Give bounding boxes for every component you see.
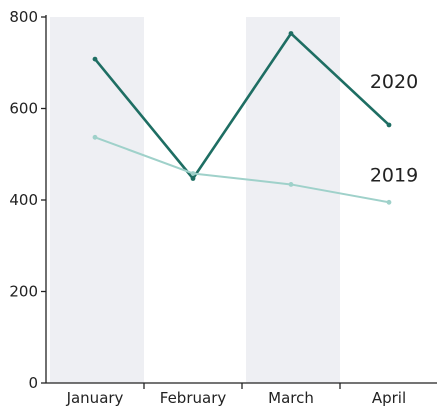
series-label-2020: 2020: [370, 71, 418, 93]
y-tick-label: 200: [9, 283, 38, 301]
y-tick-label: 800: [9, 8, 38, 26]
x-axis-ticks: January February March April: [66, 383, 406, 407]
data-point-2019: [386, 199, 392, 205]
data-point-2020: [92, 56, 98, 62]
y-tick-label: 400: [9, 191, 38, 209]
series-labels: 2020 2019: [370, 71, 418, 186]
y-tick-label: 0: [28, 374, 38, 392]
data-point-2020: [386, 122, 392, 128]
data-point-2020: [288, 31, 294, 36]
data-point-2019: [190, 171, 196, 176]
y-axis-ticks: 0 200 400 600 800: [9, 8, 46, 392]
series-group: [92, 31, 392, 205]
band-january: [50, 17, 144, 383]
series-label-2019: 2019: [370, 164, 418, 186]
series-line-2019: [94, 136, 390, 204]
data-point-2020: [190, 176, 196, 181]
data-point-2019: [92, 134, 98, 140]
data-point-2019: [288, 182, 294, 187]
x-tick-label: April: [372, 389, 406, 407]
x-tick-label: March: [268, 389, 314, 407]
category-bands: [50, 17, 340, 383]
y-tick-label: 600: [9, 100, 38, 118]
band-march: [246, 17, 340, 383]
x-tick-label: January: [66, 389, 124, 407]
x-tick-label: February: [160, 389, 227, 407]
series-line-2020: [93, 32, 390, 180]
